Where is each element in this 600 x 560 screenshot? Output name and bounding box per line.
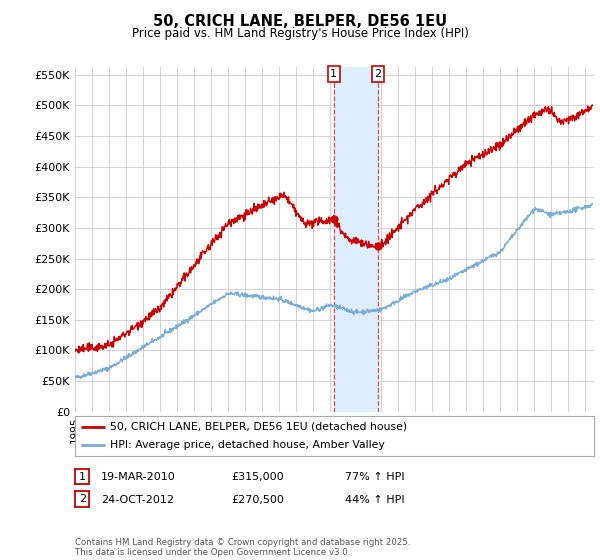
Text: 50, CRICH LANE, BELPER, DE56 1EU: 50, CRICH LANE, BELPER, DE56 1EU	[153, 14, 447, 29]
Text: 1: 1	[331, 69, 337, 79]
Bar	[334, 67, 378, 412]
Text: 19-MAR-2010: 19-MAR-2010	[101, 472, 176, 482]
Text: Price paid vs. HM Land Registry's House Price Index (HPI): Price paid vs. HM Land Registry's House …	[131, 27, 469, 40]
Text: 2: 2	[374, 69, 382, 79]
Text: £270,500: £270,500	[231, 494, 284, 505]
Text: 77% ↑ HPI: 77% ↑ HPI	[345, 472, 404, 482]
Text: Contains HM Land Registry data © Crown copyright and database right 2025.
This d: Contains HM Land Registry data © Crown c…	[75, 538, 410, 557]
Text: 44% ↑ HPI: 44% ↑ HPI	[345, 494, 404, 505]
Text: 2: 2	[79, 494, 86, 504]
Text: 1: 1	[79, 472, 86, 482]
Text: HPI: Average price, detached house, Amber Valley: HPI: Average price, detached house, Ambe…	[110, 440, 385, 450]
Text: 50, CRICH LANE, BELPER, DE56 1EU (detached house): 50, CRICH LANE, BELPER, DE56 1EU (detach…	[110, 422, 407, 432]
Text: £315,000: £315,000	[231, 472, 284, 482]
Text: 24-OCT-2012: 24-OCT-2012	[101, 494, 174, 505]
